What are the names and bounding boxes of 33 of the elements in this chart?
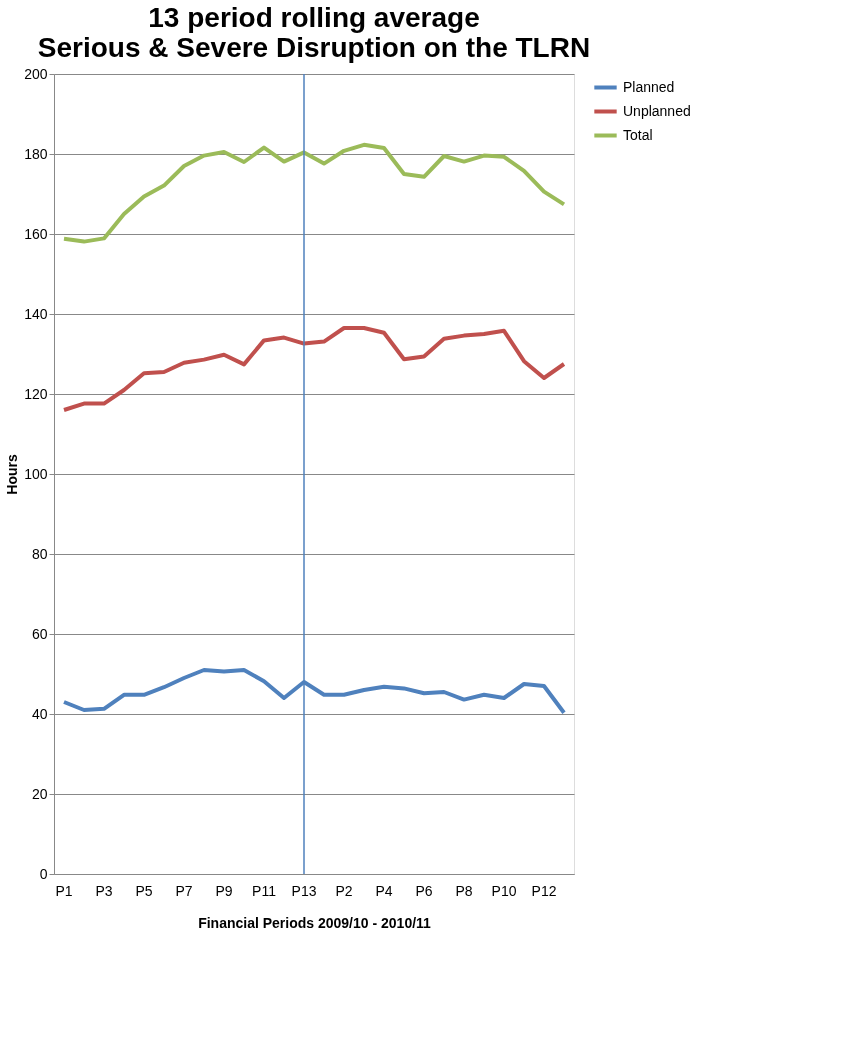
x-tick-label: P6 <box>415 882 433 899</box>
y-tick-label: 200 <box>24 65 48 82</box>
x-tick-label: P11 <box>252 882 277 899</box>
line-series <box>62 142 566 244</box>
legend-label: Planned <box>623 78 675 95</box>
line-series <box>62 326 566 412</box>
y-tick-label: 40 <box>31 705 48 722</box>
legend-label: Unplanned <box>623 102 691 119</box>
y-tick-label: 100 <box>24 465 48 482</box>
x-tick-label: P2 <box>335 882 353 899</box>
x-tick-label: P9 <box>215 882 233 899</box>
text: Serious & Severe Disruption on the TLRN <box>37 32 591 63</box>
x-tick-label: P13 <box>291 882 317 899</box>
x-tick-label: P4 <box>375 882 393 899</box>
legend-label: Total <box>623 126 653 143</box>
x-tick-label: P3 <box>95 882 113 899</box>
x-tick-label: P5 <box>135 882 153 899</box>
y-tick-label: 0 <box>39 865 48 882</box>
x-tick-label: P12 <box>531 882 557 899</box>
y-tick-label: 160 <box>24 225 48 242</box>
y-tick-label: 20 <box>31 785 48 802</box>
y-tick-label: 80 <box>31 545 48 562</box>
y-tick-label: 180 <box>24 145 48 162</box>
x-tick-label: P1 <box>55 882 73 899</box>
y-tick-label: 140 <box>24 305 48 322</box>
x-axis-title: Financial Periods 2009/10 - 2010/11 <box>198 914 432 931</box>
x-tick-label: P10 <box>491 882 517 899</box>
y-tick-label: 60 <box>31 625 48 642</box>
x-tick-label: P8 <box>455 882 473 899</box>
x-tick-label: P7 <box>175 882 193 899</box>
y-axis-title: Hours <box>4 454 21 495</box>
y-tick-label: 120 <box>24 385 48 402</box>
text: 13 period rolling average <box>148 2 480 33</box>
